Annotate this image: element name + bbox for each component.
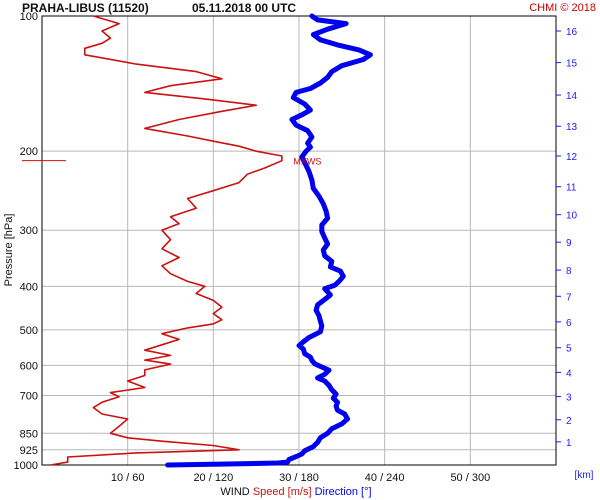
- km-tick-4: 4: [566, 368, 572, 379]
- km-tick-11: 11: [566, 183, 577, 194]
- wind-tick-40: 40 / 240: [365, 472, 405, 484]
- km-tick-8: 8: [566, 266, 572, 277]
- wind-tick-10: 10 / 60: [111, 472, 145, 484]
- pressure-tick-100: 100: [20, 11, 38, 23]
- wind-axis-label: WIND Speed [m/s] Direction [°]: [220, 486, 371, 498]
- mxws-annotation: MXWS: [293, 157, 321, 167]
- wind-tick-20: 20 / 120: [193, 472, 233, 484]
- km-tick-2: 2: [566, 416, 572, 427]
- sounding-datetime: 05.11.2018 00 UTC: [192, 1, 296, 15]
- pressure-tick-300: 300: [20, 225, 38, 237]
- axis-layer: [22, 15, 561, 466]
- credit-label: CHMI © 2018: [529, 2, 596, 14]
- km-tick-6: 6: [566, 318, 572, 329]
- wind-label: WIND: [220, 486, 249, 498]
- wind-tick-30: 30 / 180: [279, 472, 319, 484]
- pressure-tick-1000: 1000: [14, 460, 38, 472]
- km-tick-14: 14: [566, 91, 578, 102]
- km-tick-3: 3: [566, 393, 572, 404]
- km-axis-unit: [km]: [575, 470, 594, 481]
- km-tick-10: 10: [566, 211, 578, 222]
- pressure-tick-500: 500: [20, 325, 38, 337]
- km-tick-5: 5: [566, 344, 572, 355]
- km-tick-12: 12: [566, 152, 578, 163]
- pressure-tick-925: 925: [20, 445, 38, 457]
- series-layer: [50, 13, 373, 468]
- km-tick-1: 1: [566, 438, 572, 449]
- km-tick-7: 7: [566, 292, 572, 303]
- plot-frame: [41, 15, 557, 466]
- km-tick-9: 9: [566, 238, 572, 249]
- speed-series-line: [50, 15, 283, 466]
- km-tick-15: 15: [566, 59, 578, 70]
- pressure-tick-850: 850: [20, 428, 38, 440]
- km-tick-16: 16: [566, 27, 578, 38]
- grid-layer: [42, 15, 556, 466]
- pressure-axis-label: Pressure [hPa]: [3, 214, 15, 287]
- pressure-tick-700: 700: [20, 390, 38, 402]
- speed-axis-label: Speed [m/s]: [253, 486, 312, 498]
- pressure-tick-600: 600: [20, 360, 38, 372]
- pressure-tick-400: 400: [20, 281, 38, 293]
- direction-series-line: [165, 13, 373, 468]
- direction-axis-label: Direction [°]: [315, 486, 372, 498]
- pressure-tick-200: 200: [20, 146, 38, 158]
- wind-tick-50: 50 / 300: [450, 472, 490, 484]
- station-title: PRAHA-LIBUS (11520): [22, 1, 149, 15]
- km-tick-13: 13: [566, 122, 578, 133]
